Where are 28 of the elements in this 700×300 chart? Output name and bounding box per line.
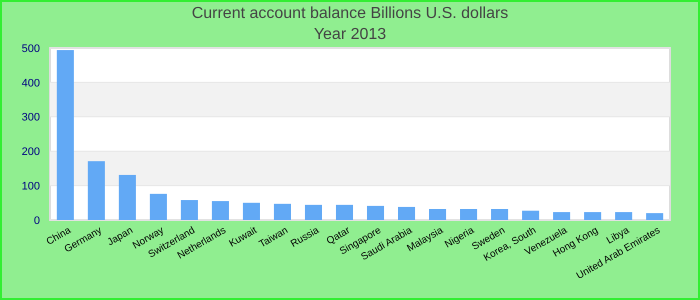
bar (553, 212, 570, 220)
chart-title: Current account balance Billions U.S. dollars (192, 5, 508, 22)
bar (646, 213, 664, 220)
bar (180, 200, 198, 220)
y-tick-label: 200 (22, 146, 40, 158)
bar (491, 208, 508, 220)
bar (429, 208, 446, 220)
chart-subtitle: Year 2013 (314, 26, 386, 43)
bar (615, 212, 632, 220)
bar (88, 161, 105, 220)
bar (118, 174, 136, 220)
bar (522, 210, 540, 220)
bar (304, 204, 322, 220)
bar (584, 212, 602, 220)
bar (336, 204, 354, 220)
bar (212, 201, 229, 220)
bar (398, 206, 416, 220)
bar (460, 208, 478, 220)
bar (242, 202, 260, 220)
y-tick-label: 0 (34, 214, 40, 227)
y-tick-label: 400 (22, 77, 40, 90)
bar (274, 204, 291, 220)
y-tick-label: 300 (22, 112, 40, 124)
bar (150, 194, 167, 220)
y-tick-label: 500 (22, 42, 40, 55)
y-tick-label: 100 (22, 180, 40, 192)
bar (56, 50, 74, 220)
bar (366, 206, 384, 220)
